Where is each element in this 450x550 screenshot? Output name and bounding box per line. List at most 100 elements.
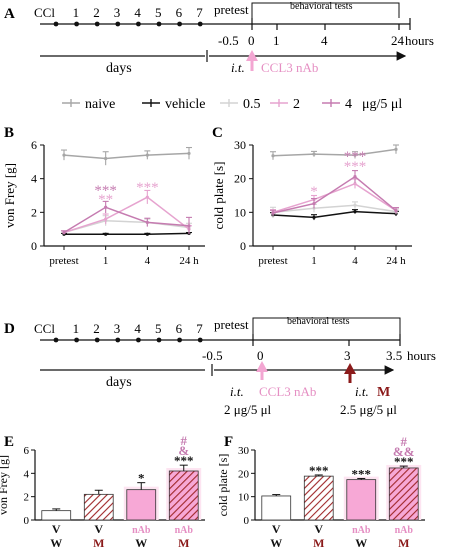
hours-label: hours [405,33,434,48]
time-tick-label: 4 [321,33,328,48]
injection1-arrow-head [256,361,268,372]
day-dot [115,337,121,343]
day-dot [136,337,141,343]
y-tick-label: 30 [238,445,250,457]
legend-label: naive [85,97,115,112]
y-tick-label: 0 [240,239,246,253]
data-point [62,153,66,157]
data-point [187,151,191,156]
legend: naive vehicle 0.5 2 4 μg/5 μl [62,97,402,112]
time-tick-label: 0 [257,348,264,363]
day-dot [156,337,162,343]
day-label: 4 [134,5,141,20]
y-axis-label: von Frey [g] [2,163,17,228]
x-label-top: nAb [395,525,414,536]
y-axis-label: cold plate [s] [216,454,230,517]
x-label-bottom: W [270,536,282,550]
significance-mark: ** [98,192,113,208]
day-dot [94,21,100,27]
day-dot [197,337,203,343]
x-tick-label: 1 [311,255,317,267]
days-label: days [106,375,132,390]
day-label: 5 [155,5,162,20]
y-tick-label: 4 [31,172,37,186]
injection1-drug: CCL3 nAb [259,384,316,399]
injection2-route: i.t. [355,384,369,399]
behavioral-bracket [251,2,400,18]
significance-mark: *** [394,454,414,469]
y-tick-label: 2 [31,205,37,219]
injection-route: i.t. [231,60,245,75]
y-tick-label: 6 [24,445,30,457]
series-line-0-5 [272,204,397,214]
data-point [104,205,108,209]
bar [261,495,292,521]
panel-a: A CCl 1 2 3 4 5 6 7 pretest behavioral tests -0… [4,1,434,76]
pretest-label: pretest [214,317,249,332]
x-label-bottom: M [178,536,189,550]
y-axis-label: cold plate [s] [211,162,226,230]
series-line-vehicle [64,232,190,235]
day-label: CCl [34,321,55,336]
bar [346,479,377,521]
day-label: 4 [134,321,141,336]
y-tick-label: 30 [234,138,246,152]
bar [168,470,199,521]
x-tick-label: 1 [103,255,109,267]
data-point [271,154,275,158]
data-point [271,211,275,215]
series-line-2 [63,196,190,234]
day-dot [197,21,203,27]
data-point [353,203,357,207]
day-dot [177,21,183,27]
x-tick-label: 24 h [179,255,199,267]
data-point [145,195,149,199]
day-markers: CCl 1 2 3 4 5 6 7 [34,321,203,343]
day-dot [74,337,79,343]
panel-label-e: E [4,434,14,450]
injection-drug: CCL3 nAb [261,60,318,75]
injection2-dose: 2.5 μg/5 μl [340,402,397,417]
y-tick-label: 0 [244,515,250,527]
x-label-bottom: W [355,536,367,550]
data-point [104,217,108,221]
x-label-bottom: W [50,536,62,550]
time-tick-label: 3 [344,348,351,363]
time-tick-label: 1 [273,33,280,48]
day-label: 1 [73,5,80,20]
significance-mark: && [393,444,415,459]
x-label-bottom: M [398,536,409,550]
injection1-dose: 2 μg/5 μl [224,402,272,417]
x-label-top: V [94,522,103,536]
significance-mark: * [310,184,318,200]
day-markers: CCl 1 2 3 4 5 6 7 [34,5,203,27]
significance-mark: # [181,433,188,448]
series-line-vehicle [272,210,397,219]
injection2-drug: M [377,385,390,400]
data-point [353,182,357,186]
data-point [394,209,398,213]
x-label-top: nAb [352,525,371,536]
x-label-bottom: M [313,536,324,550]
data-point [145,232,149,236]
significance-mark: # [401,434,408,449]
series-line-naive [272,148,397,157]
series-line-0-5 [63,219,190,234]
time-tick-label: -0.5 [218,33,239,48]
data-point [312,201,316,206]
day-label: 1 [73,321,80,336]
legend-label: 0.5 [243,97,261,112]
panel-label-a: A [4,6,15,22]
day-label: 2 [93,5,100,20]
day-label: 7 [196,5,203,20]
day-label: CCl [34,5,55,20]
y-tick-label: 0 [24,515,30,527]
bar [83,493,114,521]
day-dot [53,337,59,343]
series-line-4 [63,206,190,234]
x-label-top: V [52,522,61,536]
bar [41,510,72,521]
